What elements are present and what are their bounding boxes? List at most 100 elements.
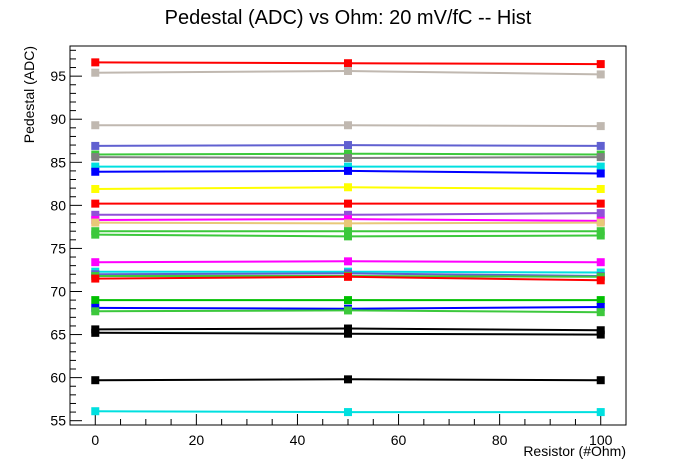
series-26: [91, 375, 605, 385]
y-tick-label: 90: [50, 111, 66, 127]
data-point: [91, 199, 100, 208]
data-point: [596, 330, 605, 339]
series-2: [91, 66, 605, 79]
series-10: [91, 199, 605, 208]
data-point: [91, 258, 100, 267]
data-point: [91, 153, 100, 162]
data-point: [91, 307, 100, 316]
data-point: [596, 60, 605, 69]
data-point: [596, 199, 605, 208]
data-point: [91, 328, 100, 337]
data-point: [91, 167, 100, 176]
data-point: [596, 376, 605, 385]
data-point: [344, 149, 352, 158]
data-point: [344, 183, 352, 192]
series-3: [91, 121, 605, 131]
data-point: [344, 272, 352, 281]
data-point: [91, 230, 100, 239]
chart-title: Pedestal (ADC) vs Ohm: 20 mV/fC -- Hist: [165, 7, 532, 29]
data-point: [344, 215, 352, 224]
tick-labels: 0 20 40 60 80 100 55 60 65 70 75 80 85 90 95: [50, 68, 612, 448]
data-point: [344, 329, 352, 338]
data-point: [596, 153, 605, 162]
data-point: [344, 232, 352, 241]
series-6: [91, 153, 605, 162]
data-point: [596, 326, 605, 335]
data-point: [596, 141, 605, 150]
data-point: [344, 166, 352, 175]
y-tick-label: 85: [50, 154, 66, 170]
data-point: [344, 306, 352, 315]
data-point: [344, 210, 352, 219]
data-point: [344, 257, 352, 266]
data-point: [91, 184, 100, 193]
data-point: [344, 162, 352, 171]
data-point: [344, 219, 352, 228]
data-point: [596, 169, 605, 178]
series-21: [91, 296, 605, 305]
data-point: [596, 231, 605, 240]
data-point: [596, 184, 605, 193]
data-point: [91, 210, 100, 219]
y-tick-label: 80: [50, 197, 66, 213]
series-group: [91, 58, 605, 417]
series-1: [91, 58, 605, 69]
x-axis-label: Resistor (#Ohm): [523, 443, 626, 459]
data-point: [344, 324, 352, 333]
data-point: [344, 121, 352, 130]
data-point: [344, 408, 352, 417]
series-15: [91, 230, 605, 241]
data-point: [91, 162, 100, 171]
x-tick-label: 0: [91, 432, 99, 448]
data-point: [91, 68, 100, 77]
axis-ticks: [70, 49, 602, 425]
y-tick-label: 55: [50, 413, 66, 429]
data-point: [91, 274, 100, 283]
y-axis-label: Pedestal (ADC): [21, 46, 37, 143]
series-8: [91, 166, 605, 178]
x-tick-label: 60: [391, 432, 407, 448]
data-point: [596, 258, 605, 267]
data-point: [91, 376, 100, 385]
series-20: [91, 272, 605, 285]
series-23: [91, 306, 605, 317]
data-point: [596, 302, 605, 311]
series-25: [91, 328, 605, 339]
y-tick-label: 75: [50, 240, 66, 256]
series-11: [91, 209, 605, 219]
x-tick-label: 40: [290, 432, 306, 448]
data-point: [596, 218, 605, 227]
data-point: [596, 209, 605, 218]
data-point: [344, 59, 352, 68]
data-point: [91, 121, 100, 130]
data-point: [596, 408, 605, 417]
y-tick-label: 70: [50, 283, 66, 299]
series-4: [91, 141, 605, 150]
data-point: [596, 70, 605, 79]
data-point: [344, 66, 352, 75]
data-point: [344, 227, 352, 236]
data-point: [344, 375, 352, 384]
data-point: [344, 199, 352, 208]
data-point: [596, 296, 605, 305]
data-point: [344, 153, 352, 162]
data-point: [596, 227, 605, 236]
series-13: [91, 218, 605, 228]
data-point: [91, 296, 100, 305]
y-tick-label: 60: [50, 370, 66, 386]
y-tick-label: 95: [50, 68, 66, 84]
y-tick-label: 65: [50, 327, 66, 343]
x-tick-label: 80: [492, 432, 508, 448]
data-point: [91, 218, 100, 227]
series-9: [91, 183, 605, 193]
x-tick-label: 20: [189, 432, 205, 448]
x-tick-label: 100: [589, 432, 613, 448]
data-point: [596, 122, 605, 131]
data-point: [596, 276, 605, 285]
series-16: [91, 257, 605, 267]
data-point: [344, 141, 352, 150]
data-point: [91, 407, 100, 416]
data-point: [91, 58, 100, 67]
series-7: [91, 162, 605, 171]
